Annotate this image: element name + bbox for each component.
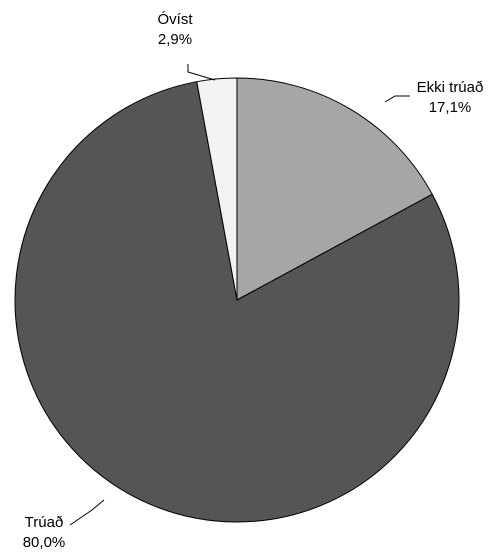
leader-line-trua [69, 499, 105, 526]
leader-line-ovist [187, 64, 216, 81]
slice-label-ekki-trua: Ekki trúað [417, 79, 484, 96]
pie-slice-ovist [196, 77, 238, 301]
leader-line-ekki-trua [384, 95, 410, 103]
slice-label-trua: Trúað [25, 514, 64, 531]
slices-layer [14, 77, 460, 523]
slice-value-label-ovist: 2,9% [158, 31, 192, 48]
pie-slice-ekki-trua [236, 77, 433, 301]
slice-value-label-trua: 80,0% [23, 534, 66, 551]
slice-value-label-ekki-trua: 17,1% [429, 99, 472, 116]
pie-slice-trua [14, 81, 460, 523]
slice-label-ovist: Óvíst [157, 11, 193, 28]
leader-lines-layer [69, 64, 410, 526]
labels-layer: Ekki trúað 17,1% Trúað 80,0% Óvíst 2,9% [23, 11, 484, 551]
